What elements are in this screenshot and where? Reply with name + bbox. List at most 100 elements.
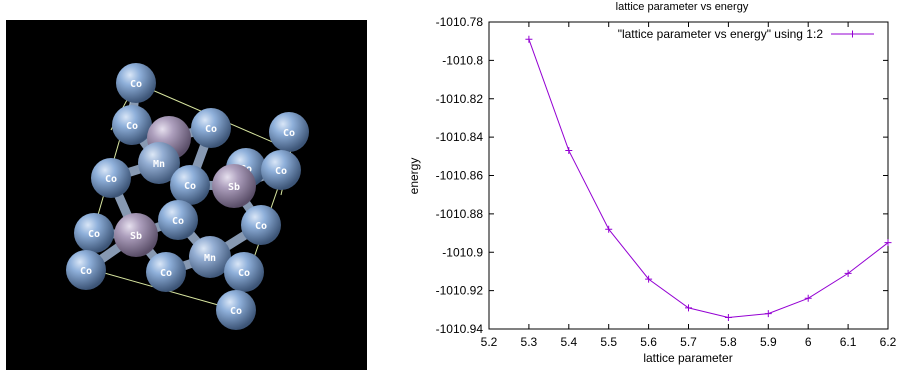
y-tick-label: -1010.94 bbox=[436, 322, 484, 336]
atom-label: Co bbox=[160, 268, 172, 279]
data-point bbox=[525, 35, 533, 43]
y-tick-label: -1010.84 bbox=[436, 130, 484, 144]
atom-co: Co bbox=[158, 200, 198, 240]
chart-title: lattice parameter vs energy bbox=[616, 1, 749, 13]
atom-sphere bbox=[114, 213, 158, 257]
atom-co: Co bbox=[170, 165, 210, 205]
atom-mn: Mn bbox=[189, 236, 231, 278]
x-tick-label: 5.3 bbox=[521, 335, 538, 349]
y-tick-label: -1010.92 bbox=[436, 284, 484, 298]
atom-label: Co bbox=[205, 124, 217, 135]
atom-sphere bbox=[189, 236, 231, 278]
data-point bbox=[645, 275, 653, 283]
atom-label: Co bbox=[255, 221, 267, 232]
legend: "lattice parameter vs energy" using 1:2 bbox=[618, 27, 874, 41]
atom-label: Co bbox=[238, 268, 250, 279]
atom-label: Co bbox=[88, 229, 100, 240]
x-tick-label: 5.9 bbox=[760, 335, 777, 349]
y-tick-label: -1010.82 bbox=[436, 92, 484, 106]
energy-chart-svg: lattice parameter vs energy 5.2 5.3 5.4 5.5… bbox=[407, 1, 897, 365]
atom-sphere bbox=[116, 63, 156, 103]
atom-label: Mn bbox=[153, 159, 165, 170]
atom-sphere bbox=[158, 200, 198, 240]
atom-label: Co bbox=[105, 174, 117, 185]
atom-sphere bbox=[269, 112, 309, 152]
data-point bbox=[804, 294, 812, 302]
atom-sphere bbox=[146, 252, 186, 292]
data-point bbox=[764, 310, 772, 318]
atom-co: Co bbox=[146, 252, 186, 292]
x-axis-ticks: 5.2 5.3 5.4 5.5 5.6 5.7 5.8 5.9 6 6.1 6.2 bbox=[481, 22, 897, 349]
atom-co: Co bbox=[216, 290, 256, 330]
crystal-structure-canvas: CoCoCoCoMnCoCoCoSbCoCoCoSbMnCoCoCoCoCo bbox=[66, 63, 309, 330]
y-tick-label: -1010.9 bbox=[442, 245, 483, 259]
atom-label: Mn bbox=[204, 253, 216, 264]
series-line bbox=[528, 39, 889, 319]
atom-label: Sb bbox=[228, 182, 240, 193]
data-point bbox=[685, 304, 692, 312]
plot-frame bbox=[488, 21, 889, 330]
atom-co: Co bbox=[91, 158, 131, 198]
atom-label: Co bbox=[275, 166, 287, 177]
x-tick-label: 5.6 bbox=[640, 335, 657, 349]
atom-sphere bbox=[170, 165, 210, 205]
legend-label: "lattice parameter vs energy" using 1:2 bbox=[618, 27, 824, 41]
atom-co: Co bbox=[112, 105, 152, 145]
atom-co: Co bbox=[116, 63, 156, 103]
atom-label: Co bbox=[80, 266, 92, 277]
atom-sphere bbox=[191, 108, 231, 148]
y-axis-title: energy bbox=[407, 158, 421, 195]
legend-marker bbox=[849, 30, 856, 38]
atom-co: Co bbox=[261, 150, 301, 190]
x-tick-label: 5.2 bbox=[481, 335, 498, 349]
data-point bbox=[724, 313, 732, 321]
crystal-structure-view[interactable]: CoCoCoCoMnCoCoCoSbCoCoCoSbMnCoCoCoCoCo bbox=[6, 20, 367, 370]
atom-label: Co bbox=[283, 128, 295, 139]
x-tick-label: 5.8 bbox=[720, 335, 737, 349]
atom-sphere bbox=[261, 150, 301, 190]
atom-sphere bbox=[66, 250, 106, 290]
atom-co: Co bbox=[74, 213, 114, 253]
y-tick-label: -1010.8 bbox=[442, 53, 483, 67]
atom-sphere bbox=[112, 105, 152, 145]
atom-label: Co bbox=[130, 79, 142, 90]
y-tick-label: -1010.88 bbox=[436, 207, 484, 221]
atom-label: Co bbox=[172, 216, 184, 227]
x-axis-title: lattice parameter bbox=[643, 351, 732, 365]
y-axis-ticks: -1010.78 -1010.8 -1010.82 -1010.84 -1010.86 -… bbox=[436, 15, 888, 336]
x-tick-label: 6.1 bbox=[840, 335, 857, 349]
atom-mn: Mn bbox=[138, 142, 180, 184]
atom-sb: Sb bbox=[114, 213, 158, 257]
atom-sphere bbox=[216, 290, 256, 330]
atom-co: Co bbox=[269, 112, 309, 152]
atom-sphere bbox=[241, 205, 281, 245]
atoms: CoCoCoCoMnCoCoCoSbCoCoCoSbMnCoCoCoCoCo bbox=[66, 63, 309, 330]
atom-sphere bbox=[74, 213, 114, 253]
x-tick-label: 5.7 bbox=[680, 335, 697, 349]
atom-label: Co bbox=[126, 121, 138, 132]
data-point bbox=[605, 225, 613, 233]
y-tick-label: -1010.78 bbox=[436, 15, 484, 29]
atom-sphere bbox=[212, 164, 256, 208]
atom-label: Co bbox=[230, 306, 242, 317]
atom-co: Co bbox=[66, 250, 106, 290]
atom-label: Co bbox=[184, 181, 196, 192]
series-energy bbox=[525, 35, 892, 321]
x-tick-label: 5.5 bbox=[600, 335, 617, 349]
atom-sphere bbox=[91, 158, 131, 198]
data-point bbox=[844, 269, 852, 277]
atom-co: Co bbox=[191, 108, 231, 148]
data-point bbox=[884, 239, 892, 247]
atom-label: Sb bbox=[130, 231, 142, 242]
atom-sphere bbox=[138, 142, 180, 184]
x-tick-label: 6.2 bbox=[880, 335, 897, 349]
data-point bbox=[565, 147, 573, 155]
energy-chart: lattice parameter vs energy 5.2 5.3 5.4 5.5… bbox=[400, 0, 898, 374]
atom-sphere bbox=[224, 252, 264, 292]
y-tick-label: -1010.86 bbox=[436, 169, 484, 183]
atom-co: Co bbox=[241, 205, 281, 245]
atom-sb: Sb bbox=[212, 164, 256, 208]
x-tick-label: 5.4 bbox=[560, 335, 577, 349]
x-tick-label: 6 bbox=[805, 335, 812, 349]
atom-co: Co bbox=[224, 252, 264, 292]
